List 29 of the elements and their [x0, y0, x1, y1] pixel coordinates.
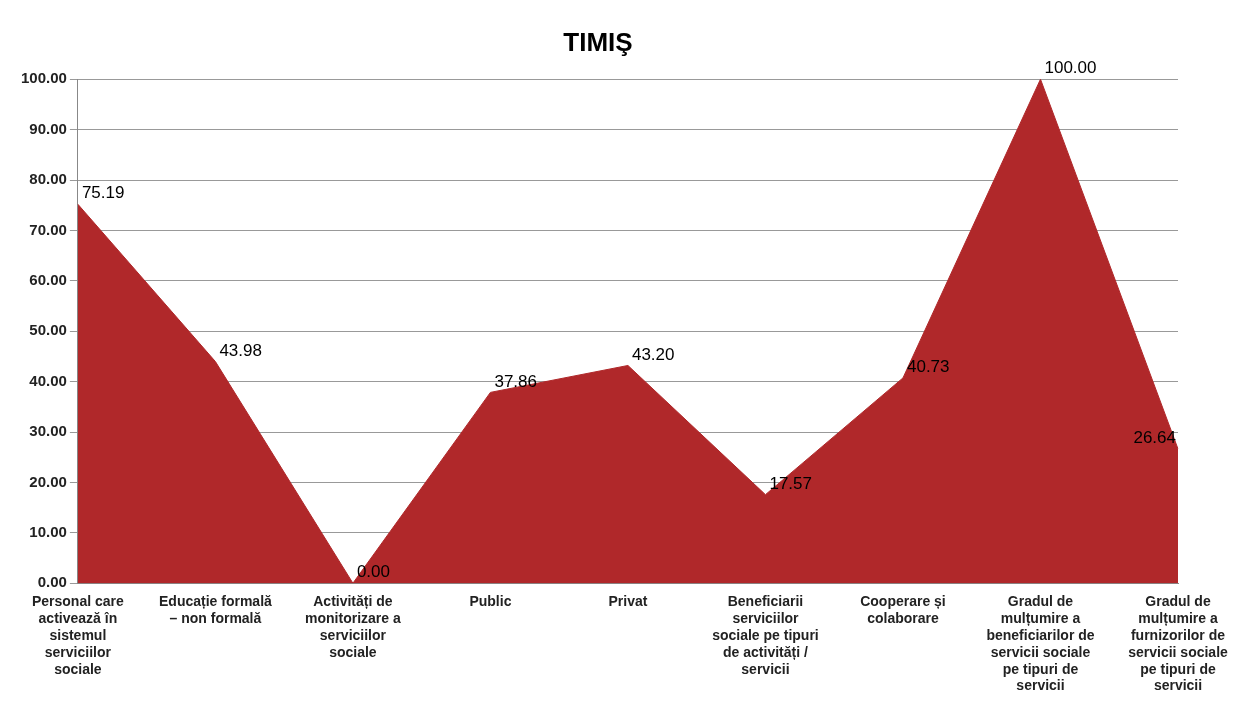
data-label: 43.20 — [631, 344, 675, 364]
y-tick-label: 0.00 — [37, 573, 67, 591]
x-tick-label: Cooperare și colaborare — [860, 593, 946, 627]
y-tick-label: 20.00 — [29, 472, 67, 490]
data-label: 100.00 — [1044, 58, 1097, 78]
data-label: 40.73 — [906, 357, 950, 377]
data-label: 37.86 — [494, 371, 537, 391]
x-tick-label: Beneficiarii serviciilor sociale pe tipuri de activități / servicii — [712, 593, 819, 677]
x-tick-label: Gradul de mulțumire a furnizorilor de servicii sociale pe tipuri de servicii — [1128, 593, 1229, 694]
x-tick-label: Educație formală – non formală — [158, 593, 273, 627]
data-label: 26.64 — [1133, 428, 1176, 448]
x-tick-label: Privat — [608, 593, 648, 610]
x-tick-label: Activități de monitorizare a serviciilor sociale — [305, 593, 401, 660]
x-tick-label: Gradul de mulțumire a beneficiarilor de servicii sociale pe tipuri de servicii — [986, 593, 1095, 694]
x-tick-label: Personal care activează în sistemul serviciilor sociale — [31, 593, 124, 677]
data-label: 0.00 — [356, 562, 390, 582]
y-tick-label: 10.00 — [29, 522, 67, 540]
chart-title: TIMIŞ — [563, 26, 633, 57]
y-tick-label: 70.00 — [29, 220, 67, 238]
x-tick-label: Public — [469, 593, 512, 610]
y-tick-label: 90.00 — [29, 119, 67, 137]
data-label: 43.98 — [219, 340, 262, 360]
data-label: 75.19 — [81, 183, 125, 203]
y-tick-label: 100.00 — [20, 69, 67, 87]
y-tick-label: 30.00 — [29, 422, 67, 440]
y-tick-label: 80.00 — [29, 170, 67, 188]
y-tick-label: 40.00 — [29, 371, 67, 389]
y-tick-label: 50.00 — [29, 321, 67, 339]
y-tick-label: 60.00 — [29, 270, 67, 288]
